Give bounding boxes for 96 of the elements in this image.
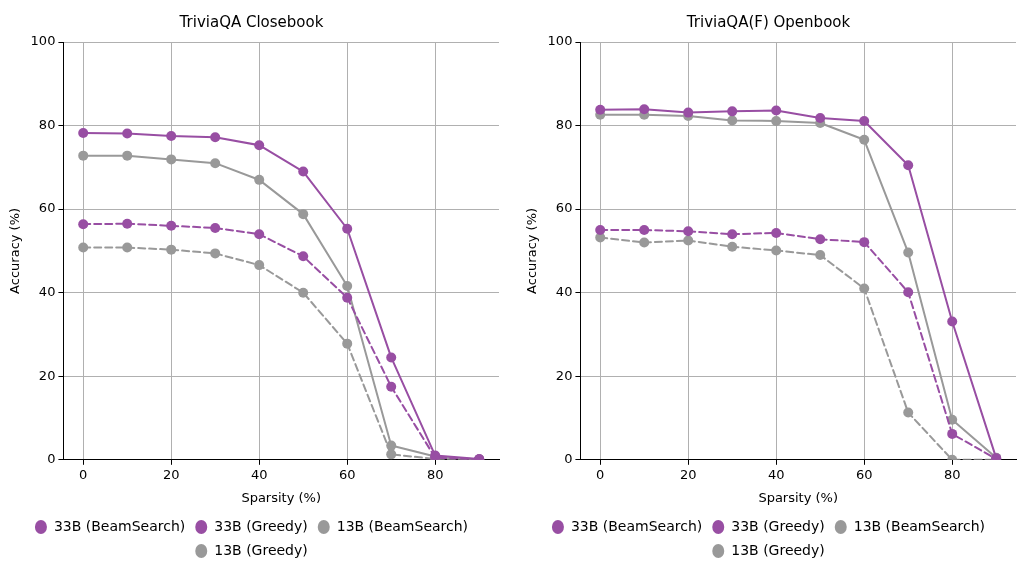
y-tick-label: 20 [38,367,56,383]
point [298,209,309,220]
point [595,225,606,236]
point [903,160,914,171]
x-tick-label: 0 [79,466,88,482]
point [254,229,265,240]
point [342,281,353,291]
point [771,227,782,238]
point [386,352,397,363]
point [727,229,738,240]
point [639,225,650,236]
point [166,244,177,255]
point [903,247,914,258]
point [122,218,133,229]
point [815,234,826,245]
y-tick-label: 100 [547,33,573,49]
point [903,287,914,298]
y-tick-label: 80 [38,116,56,132]
point [386,381,397,392]
point [342,223,353,234]
point [859,134,870,145]
x-tick-label: 40 [767,466,785,482]
point [254,174,265,185]
point [727,241,738,252]
x-axis-title: Sparsity (%) [241,489,322,505]
point [639,237,650,248]
point [78,242,89,253]
point [771,105,782,116]
point [683,235,694,246]
point [342,338,353,349]
y-tick-label: 0 [564,451,573,467]
y-tick-label: 40 [38,284,56,300]
point [298,287,309,298]
x-tick-label: 80 [426,466,444,482]
point [639,104,650,115]
legend-label: 33B (Greedy) [731,517,825,534]
point [859,115,870,126]
point [815,250,826,261]
point [903,407,914,418]
chart-title: TriviaQA Closebook [178,12,324,31]
y-tick-label: 100 [30,33,56,49]
y-tick-label: 80 [555,116,573,132]
point [771,245,782,256]
point [386,449,397,460]
legend-label: 33B (Greedy) [214,517,308,534]
point [78,150,89,161]
x-tick-label: 20 [162,466,180,482]
point [78,128,89,139]
x-tick-label: 80 [943,466,961,482]
point [815,113,826,124]
legend-label: 13B (BeamSearch) [336,517,469,534]
point [166,131,177,142]
x-axis-title: Sparsity (%) [758,489,839,505]
point [166,154,177,165]
point [166,220,177,231]
point [771,115,782,126]
point [298,166,309,177]
point [254,260,265,271]
x-tick-label: 60 [855,466,873,482]
y-tick-label: 60 [555,200,573,216]
chart-title: TriviaQA(F) Openbook [685,12,851,31]
y-axis-title: Accuracy (%) [7,207,23,294]
point [727,106,738,117]
point [683,226,694,237]
point [210,248,221,259]
x-tick-label: 40 [250,466,268,482]
point [122,242,133,253]
point [122,128,133,139]
y-tick-label: 20 [555,367,573,383]
point [386,440,397,451]
point [947,316,958,327]
point [727,115,738,126]
x-tick-label: 60 [338,466,356,482]
legend-label: 13B (Greedy) [731,541,825,558]
point [595,104,606,115]
point [210,158,221,169]
legend-label: 13B (Greedy) [214,541,308,558]
legend-label: 33B (BeamSearch) [570,517,703,534]
point [342,292,353,303]
y-tick-label: 40 [555,284,573,300]
point [210,222,221,233]
y-tick-label: 0 [47,451,56,467]
point [859,283,870,294]
x-tick-label: 0 [596,466,605,482]
y-axis-title: Accuracy (%) [524,207,540,294]
point [122,150,133,161]
point [210,132,221,143]
legend-label: 13B (BeamSearch) [853,517,986,534]
legend-label: 33B (BeamSearch) [53,517,186,534]
point [947,428,958,439]
y-tick-label: 60 [38,200,56,216]
point [859,237,870,248]
point [298,251,309,262]
point [78,219,89,230]
x-tick-label: 20 [679,466,697,482]
point [254,140,265,151]
